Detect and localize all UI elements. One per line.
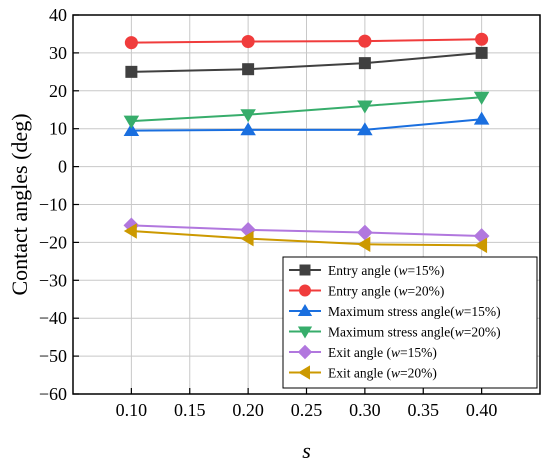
x-tick-label: 0.40 [466,400,498,420]
data-point [240,109,256,123]
data-point [475,46,488,59]
data-point [125,65,138,78]
legend-marker [297,344,313,360]
series-3 [123,111,490,137]
y-tick-label: −10 [39,195,67,215]
x-axis-title: s [302,438,311,463]
legend-item: Maximum stress angle(w=15%) [289,304,501,319]
data-point [357,236,371,253]
y-tick-label: −20 [39,232,67,252]
x-tick-label: 0.20 [232,400,264,420]
series-line [131,118,482,132]
x-tick-label: 0.15 [174,400,206,420]
data-point [242,63,255,76]
x-tick-label: 0.25 [291,400,323,420]
series-2 [124,32,489,50]
data-point [123,223,137,239]
legend-marker [299,264,311,276]
series-line [131,38,482,44]
data-point [123,115,140,129]
data-point [240,230,254,247]
y-tick-label: −50 [39,346,67,366]
series-4 [123,91,490,129]
x-tick-label: 0.30 [349,400,381,420]
series-layer [123,32,490,254]
y-tick-label: 20 [49,81,67,101]
data-point [240,122,256,136]
data-point [473,111,490,125]
legend-item: Entry angle (w=20%) [289,284,444,299]
y-tick-label: 30 [49,43,67,63]
legend-label: Entry angle (w=20%) [328,284,444,299]
data-point [473,91,490,105]
data-point [241,34,255,49]
data-point [357,122,373,136]
x-tick-label: 0.10 [116,400,148,420]
y-tick-label: −60 [39,384,67,404]
legend-item: Exit angle (w=20%) [289,365,437,381]
legend-label: Entry angle (w=15%) [328,263,444,278]
legend: Entry angle (w=15%) Entry angle (w=20%) Ma… [282,256,538,389]
data-point [357,224,373,241]
legend-label: Maximum stress angle(w=15%) [328,304,501,319]
series-line [131,96,482,123]
series-1 [125,46,488,78]
legend-label: Exit angle (w=15%) [328,345,437,360]
legend-item: Maximum stress angle(w=20%) [289,325,501,340]
data-point [123,123,140,137]
series-6 [123,223,488,254]
data-point [474,237,488,254]
y-tick-label: 40 [49,5,67,25]
legend-marker [297,304,313,316]
ticks: 0.10 0.15 0.20 0.25 0.30 0.35 0.40 −60 −50 −40 −30… [39,5,498,420]
data-point [475,32,489,46]
data-point [124,36,138,50]
legend-item: Exit angle (w=15%) [289,344,437,360]
series-line [131,230,482,247]
data-point [358,57,371,70]
x-tick-label: 0.35 [408,400,440,420]
legend-marker [297,326,313,339]
legend-label: Exit angle (w=20%) [328,366,437,381]
legend-marker [299,284,311,297]
y-tick-label: 10 [49,119,67,139]
legend-marker [298,365,310,380]
series-line [131,51,482,73]
y-tick-label: −30 [39,270,67,290]
legend-box [282,256,538,389]
data-point [357,100,373,114]
y-tick-label: 0 [58,157,67,177]
legend-item: Entry angle (w=15%) [289,263,444,278]
series-line [131,224,482,237]
legend-label: Maximum stress angle(w=20%) [328,325,501,340]
y-axis-title: Contact angles (deg) [7,113,32,295]
data-point [358,34,372,48]
y-tick-label: −40 [39,308,67,328]
